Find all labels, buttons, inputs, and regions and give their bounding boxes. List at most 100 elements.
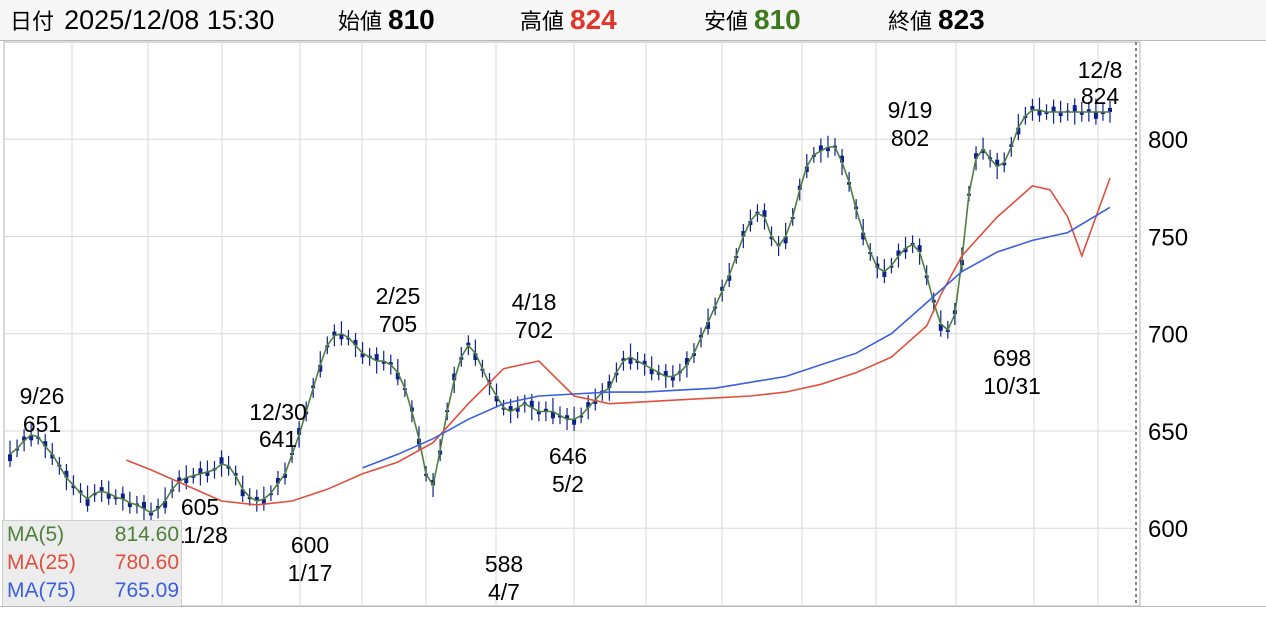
price-bar <box>825 147 830 152</box>
price-bar <box>332 331 337 336</box>
price-bar <box>318 364 323 372</box>
price-bar <box>381 360 386 364</box>
ma75-value: 765.09 <box>114 579 179 602</box>
price-bar <box>198 468 203 474</box>
price-bar <box>205 471 210 476</box>
price-bar <box>515 407 520 412</box>
price-bar <box>29 434 34 441</box>
price-bar <box>275 478 280 484</box>
price-bar <box>670 376 675 381</box>
price-bar <box>261 499 266 505</box>
price-bar <box>543 408 548 412</box>
price-bar <box>50 454 55 459</box>
date-label: 日付 <box>10 9 55 34</box>
price-bar <box>840 155 845 163</box>
price-bar <box>706 322 711 329</box>
price-bar <box>938 324 943 331</box>
price-bar <box>339 333 344 340</box>
price-bar <box>452 373 457 381</box>
price-bar <box>106 493 111 499</box>
price-bar <box>473 353 478 360</box>
low-value: 810 <box>754 4 801 35</box>
price-bar <box>875 263 880 268</box>
annotation-date: 12/8 <box>1078 57 1123 83</box>
price-bar <box>642 360 647 365</box>
price-bar <box>78 490 83 494</box>
price-bar <box>586 402 591 408</box>
price-bar <box>684 358 689 365</box>
ma25-label: MA(25) <box>7 551 76 574</box>
price-bar <box>191 475 196 478</box>
price-bar <box>1037 110 1042 116</box>
price-bar <box>720 286 725 291</box>
price-bar <box>233 472 238 476</box>
price-bar <box>995 159 1000 167</box>
price-bar <box>635 360 640 363</box>
open-info: 始値 810 <box>338 6 435 36</box>
price-bar <box>254 496 259 501</box>
price-bar <box>508 406 513 412</box>
price-bar <box>247 497 252 500</box>
gridlines <box>4 42 1136 606</box>
annotation-value: 802 <box>891 125 929 151</box>
price-bar <box>388 362 393 365</box>
low-label: 安値 <box>704 9 749 34</box>
annotation-value: 651 <box>23 411 61 437</box>
price-bar <box>353 339 358 346</box>
price-bar <box>1108 107 1112 113</box>
price-bar <box>981 148 986 154</box>
price-bar <box>529 400 534 408</box>
y-axis-ticks: 600 650 700 750 800 <box>1148 127 1188 543</box>
price-bar <box>607 381 612 389</box>
price-bar <box>1079 112 1084 115</box>
price-bar <box>663 371 668 377</box>
price-bar <box>593 399 598 404</box>
annotation-date: 4/7 <box>488 579 520 605</box>
annotation-value: 705 <box>379 311 417 337</box>
price-bar <box>896 250 901 256</box>
close-info: 終値 823 <box>888 6 985 36</box>
price-bar <box>127 502 132 508</box>
price-bar <box>163 500 168 508</box>
y-tick-label: 800 <box>1148 127 1188 154</box>
price-bar <box>917 245 922 253</box>
price-bar <box>494 395 499 402</box>
price-bar <box>579 415 584 418</box>
price-bar <box>1093 112 1098 119</box>
annotation-date: 9/19 <box>888 97 933 123</box>
price-bar <box>1030 105 1035 111</box>
price-bar <box>861 232 866 240</box>
ma75-label: MA(75) <box>7 579 76 602</box>
price-bar <box>1058 112 1063 117</box>
price-bar <box>141 501 146 509</box>
price-bar <box>8 454 12 462</box>
price-bar <box>536 411 541 415</box>
price-bar <box>113 497 118 500</box>
annotation-value: 605 <box>181 494 219 520</box>
price-bar <box>565 415 570 420</box>
price-bar <box>501 407 506 410</box>
price-bar <box>360 353 365 358</box>
annotation-value: 824 <box>1081 83 1120 109</box>
price-header: 日付 2025/12/08 15:30 始値 810 高値 824 安値 810 終値… <box>0 0 1266 41</box>
high-info: 高値 824 <box>520 6 617 36</box>
price-bar <box>818 145 823 151</box>
price-bar <box>283 473 287 478</box>
price-bar <box>741 231 746 237</box>
price-bar <box>649 368 654 375</box>
ma-legend-row: MA(25) 780.60 <box>3 549 181 577</box>
annotation-value: 588 <box>485 551 523 577</box>
price-bar <box>656 372 661 375</box>
ma5-value: 814.60 <box>114 523 179 546</box>
price-bar <box>727 275 732 281</box>
price-bar <box>71 485 76 489</box>
price-bar <box>99 487 104 492</box>
price-bar <box>297 428 302 435</box>
annotation-value: 641 <box>259 426 297 452</box>
price-bar <box>43 441 48 447</box>
price-bar <box>177 477 182 482</box>
bottom-bar <box>0 606 1266 635</box>
high-value: 824 <box>570 4 617 35</box>
price-bar <box>1100 112 1105 115</box>
